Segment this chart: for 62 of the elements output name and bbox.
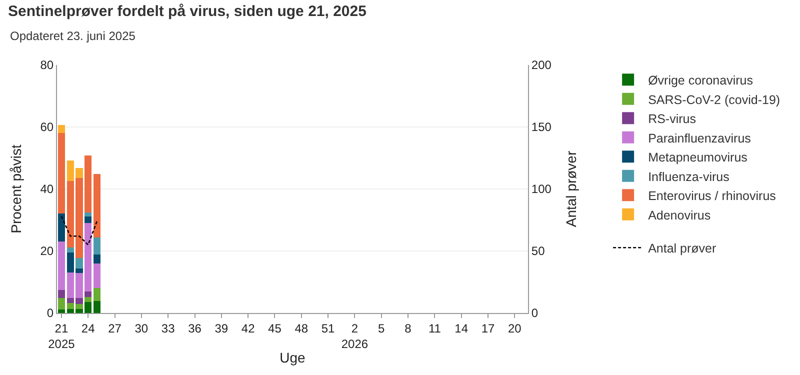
y-tick-label: 40 bbox=[40, 182, 54, 196]
legend-label: Øvrige coronavirus bbox=[648, 74, 753, 88]
x-tick-label: 24 bbox=[81, 321, 96, 336]
y-tick-label: 20 bbox=[40, 244, 54, 258]
bar bbox=[93, 174, 101, 238]
bar bbox=[66, 248, 74, 253]
bar bbox=[93, 263, 101, 288]
legend-label: Enterovirus / rhinovirus bbox=[648, 189, 776, 203]
legend-label: Metapneumovirus bbox=[648, 150, 748, 164]
y-axis-title: Procent påvist bbox=[8, 144, 24, 234]
x-tick-label: 48 bbox=[294, 321, 308, 336]
y2-axis-title: Antal prøver bbox=[563, 150, 580, 228]
x-tick-label: 20 bbox=[508, 321, 522, 336]
x-tick-label: 42 bbox=[241, 321, 256, 336]
bar bbox=[84, 212, 92, 217]
y2-tick-label: 150 bbox=[531, 120, 552, 134]
y-tick-label: 80 bbox=[40, 58, 54, 72]
bar bbox=[84, 291, 92, 298]
bar bbox=[84, 216, 92, 223]
y-tick-label: 60 bbox=[40, 120, 54, 134]
bar bbox=[76, 258, 83, 268]
x-tick-label: 30 bbox=[134, 321, 148, 336]
legend-label: Antal prøver bbox=[648, 242, 716, 256]
bar bbox=[93, 301, 101, 313]
x-axis-title: Uge bbox=[280, 349, 306, 366]
legend-label: RS-virus bbox=[648, 112, 696, 126]
bar bbox=[58, 124, 65, 134]
legend-label: SARS-CoV-2 (covid-19) bbox=[648, 92, 780, 107]
x-tick-label: 5 bbox=[378, 321, 386, 336]
legend-label: Adenovirus bbox=[648, 208, 711, 222]
bar bbox=[58, 310, 65, 313]
bar bbox=[58, 241, 65, 290]
x-tick-label: 2 2026 bbox=[341, 321, 368, 351]
chart-title: Sentinelprøver fordelt på virus, siden uge 21, 2025 bbox=[8, 3, 366, 20]
x-tick-label: 39 bbox=[214, 321, 228, 336]
bar bbox=[58, 133, 65, 214]
bar bbox=[93, 288, 101, 302]
legend-label: Influenza-virus bbox=[648, 170, 730, 184]
x-tick-label: 33 bbox=[161, 321, 176, 336]
bar bbox=[58, 298, 65, 310]
bar bbox=[58, 290, 65, 298]
x-tick-label: 8 bbox=[404, 321, 412, 336]
y-tick-label: 0 bbox=[46, 306, 54, 320]
bar bbox=[93, 254, 101, 264]
chart-subtitle: Opdateret 23. juni 2025 bbox=[10, 29, 136, 43]
bar bbox=[58, 213, 65, 242]
y2-tick-label: 0 bbox=[531, 306, 538, 320]
legend-label: Parainfluenzavirus bbox=[648, 131, 751, 146]
y2-tick-label: 100 bbox=[531, 182, 552, 196]
bar bbox=[84, 297, 92, 302]
y2-tick-label: 200 bbox=[531, 58, 552, 72]
x-tick-label: 21 2025 bbox=[48, 321, 76, 351]
x-tick-label: 51 bbox=[321, 321, 336, 336]
x-tick-label: 17 bbox=[481, 321, 496, 336]
x-tick-label: 14 bbox=[454, 321, 468, 336]
bar bbox=[93, 238, 101, 254]
line-series bbox=[60, 216, 98, 246]
y2-tick-label: 50 bbox=[531, 244, 546, 258]
x-tick-label: 27 bbox=[108, 321, 122, 336]
x-tick-label: 36 bbox=[188, 321, 202, 336]
x-tick-label: 11 bbox=[428, 321, 442, 336]
x-tick-label: 45 bbox=[268, 321, 282, 336]
